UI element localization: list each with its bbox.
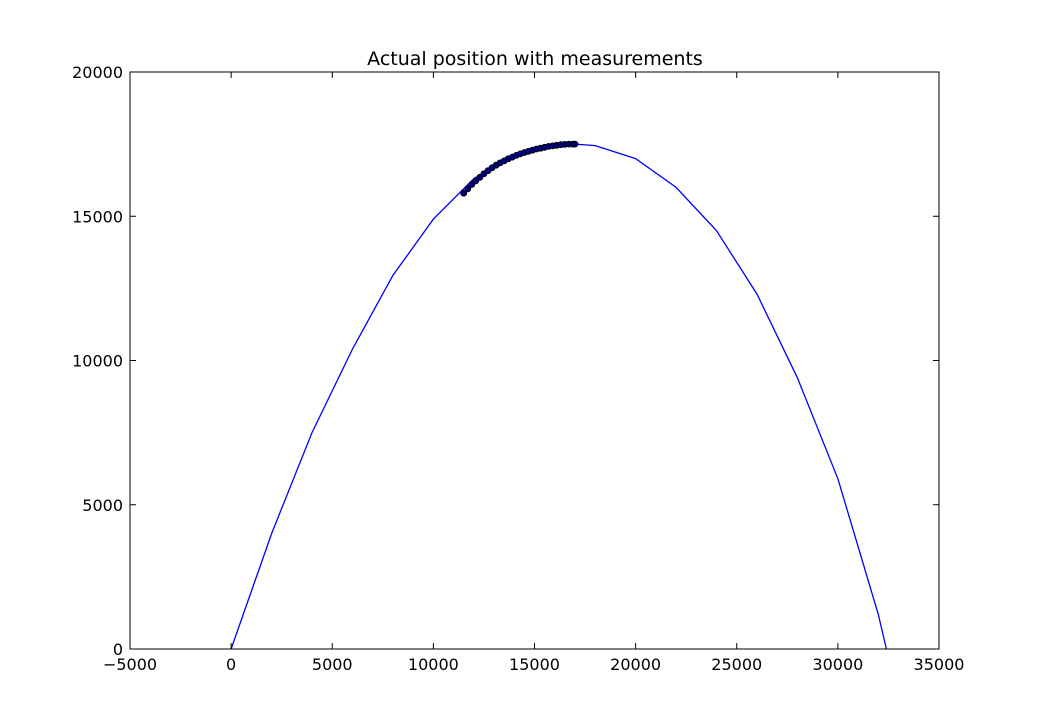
y-tick-label: 20000	[72, 63, 123, 82]
x-tick-label: 10000	[408, 655, 459, 674]
x-tick-label: 5000	[312, 655, 353, 674]
x-tick-label: 0	[226, 655, 236, 674]
y-tick-label: 15000	[72, 207, 123, 226]
chart-title: Actual position with measurements	[367, 48, 703, 70]
y-tick-label: 0	[113, 640, 123, 659]
measurement-point	[571, 140, 579, 148]
x-tick-label: 25000	[711, 655, 762, 674]
plot-area	[130, 72, 939, 649]
series-layer	[230, 140, 888, 650]
ticks-layer: −5000 0 5000 10000 15000 20000 25000 30000 35000…	[72, 63, 964, 674]
measurement-point	[464, 185, 472, 193]
x-tick-label: 15000	[509, 655, 560, 674]
x-tick-label: −5000	[103, 655, 157, 674]
y-tick-label: 10000	[72, 352, 123, 371]
measurement-point	[460, 189, 468, 197]
x-tick-label: 35000	[914, 655, 965, 674]
x-tick-label: 20000	[610, 655, 661, 674]
plot-frame	[129, 71, 940, 650]
y-tick-label: 5000	[82, 496, 123, 515]
x-tick-label: 30000	[812, 655, 863, 674]
